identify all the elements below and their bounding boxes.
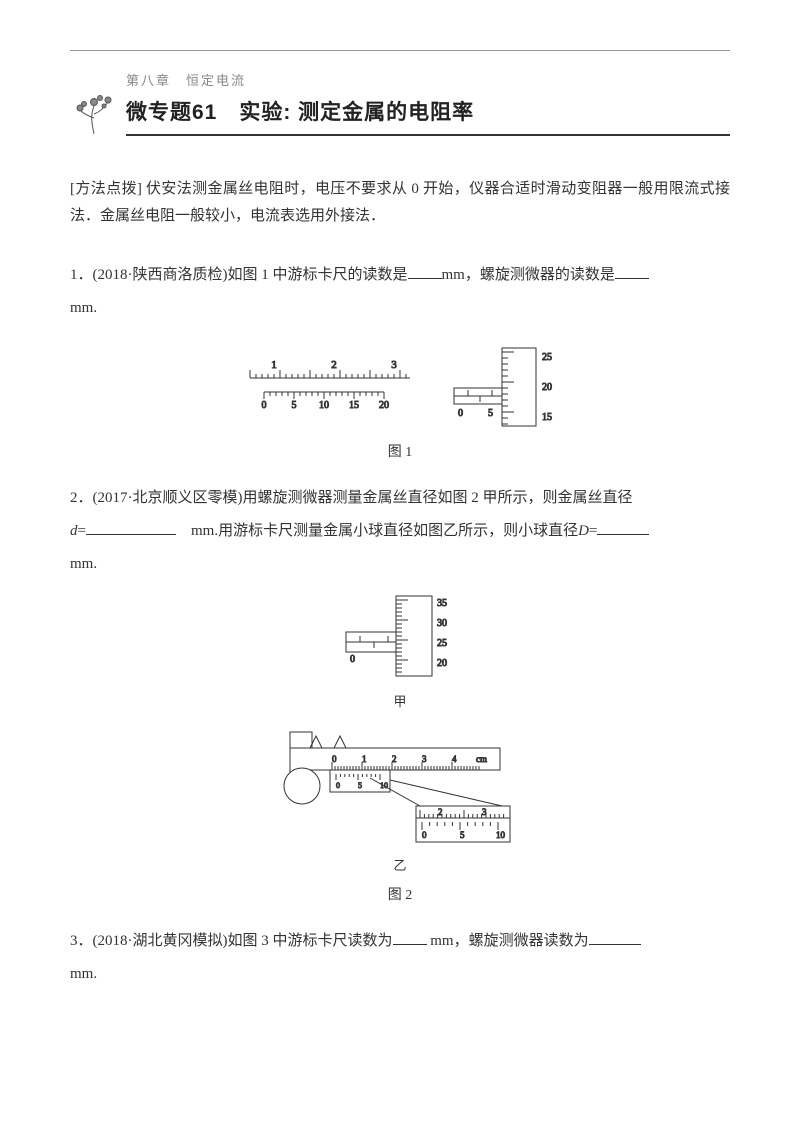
top-rule (70, 50, 730, 51)
q3-unit2: mm. (70, 966, 97, 982)
blank (393, 930, 427, 945)
svg-text:3: 3 (422, 754, 427, 764)
blank (589, 930, 641, 945)
chapter-label: 第八章 恒定电流 (126, 69, 730, 92)
q1-prefix: 1．(2018·陕西商洛质检)如图 1 中游标卡尺的读数是 (70, 267, 408, 283)
var-d: d (70, 523, 78, 539)
figure-2-caption: 图 2 (70, 883, 730, 908)
svg-text:cm: cm (476, 754, 487, 764)
question-2: 2．(2017·北京顺义区零模)用螺旋测微器测量金属丝直径如图 2 甲所示，则金… (70, 485, 730, 512)
svg-text:15: 15 (542, 412, 552, 423)
caliper-icon: 0 1 2 3 4 cm 0 5 10 2 (270, 718, 530, 848)
micrometer-2-icon: 0 35 30 25 20 (340, 590, 460, 684)
svg-text:5: 5 (358, 781, 362, 790)
question-3b: mm. (70, 961, 730, 988)
svg-text:4: 4 (452, 754, 457, 764)
question-3: 3．(2018·湖北黄冈模拟)如图 3 中游标卡尺读数为 mm，螺旋测微器读数为 (70, 928, 730, 955)
svg-text:5: 5 (488, 408, 493, 419)
svg-text:2: 2 (438, 807, 443, 817)
svg-text:20: 20 (379, 400, 389, 411)
svg-text:0: 0 (458, 408, 463, 419)
header-text: 第八章 恒定电流 微专题61 实验: 测定金属的电阻率 (126, 69, 730, 136)
svg-text:3: 3 (482, 807, 487, 817)
svg-text:35: 35 (437, 598, 447, 609)
svg-text:0: 0 (422, 830, 427, 840)
svg-text:25: 25 (542, 352, 552, 363)
question-1: 1．(2018·陕西商洛质检)如图 1 中游标卡尺的读数是 mm，螺旋测微器的读数… (70, 262, 730, 289)
q2-eq2: = (589, 523, 597, 539)
figure-2-top: 0 35 30 25 20 甲 0 1 2 3 (70, 590, 730, 877)
question-2b: d= mm.用游标卡尺测量金属小球直径如图乙所示，则小球直径D= (70, 518, 730, 545)
svg-text:25: 25 (437, 638, 447, 649)
svg-text:2: 2 (331, 359, 337, 371)
header-block: 第八章 恒定电流 微专题61 实验: 测定金属的电阻率 (70, 69, 730, 136)
svg-text:5: 5 (292, 400, 297, 411)
svg-text:0: 0 (262, 400, 267, 411)
flower-icon (70, 88, 118, 136)
svg-text:1: 1 (271, 359, 277, 371)
vernier-scale-icon: 1 2 3 0 5 10 15 20 (240, 356, 420, 418)
question-1b: mm. (70, 295, 730, 322)
q2-unit-a: mm.用游标卡尺测量金属小球直径如图乙所示，则小球直径 (191, 523, 578, 539)
svg-text:5: 5 (460, 830, 465, 840)
q2-eq1: = (78, 523, 86, 539)
q2-text-a: 2．(2017·北京顺义区零模)用螺旋测微器测量金属丝直径如图 2 甲所示，则金… (70, 490, 633, 506)
svg-text:0: 0 (332, 754, 337, 764)
micrometer-icon: 0 5 25 20 15 (450, 342, 560, 432)
blank (86, 520, 176, 535)
var-D: D (578, 523, 589, 539)
fig2-sub-b: 乙 (393, 854, 406, 877)
blank (615, 264, 649, 279)
q3-prefix: 3．(2018·湖北黄冈模拟)如图 3 中游标卡尺读数为 (70, 933, 393, 949)
svg-text:10: 10 (319, 400, 329, 411)
svg-text:10: 10 (496, 830, 506, 840)
blank (408, 264, 442, 279)
svg-text:30: 30 (437, 618, 447, 629)
q1-unit2: mm. (70, 300, 97, 316)
svg-text:1: 1 (362, 754, 367, 764)
svg-text:20: 20 (437, 658, 447, 669)
method-text: 伏安法测金属丝电阻时，电压不要求从 0 开始，仪器合适时滑动变阻器一般用限流式接… (70, 181, 730, 224)
figure-1-caption: 图 1 (70, 440, 730, 465)
question-2c: mm. (70, 551, 730, 578)
fig2-sub-a: 甲 (393, 690, 406, 713)
svg-text:0: 0 (350, 654, 355, 665)
figure-1: 1 2 3 0 5 10 15 20 0 5 25 20 15 (70, 342, 730, 432)
blank (597, 520, 649, 535)
method-block: [方法点拨] 伏安法测金属丝电阻时，电压不要求从 0 开始，仪器合适时滑动变阻器… (70, 176, 730, 230)
method-label: [方法点拨] (70, 181, 142, 197)
svg-text:2: 2 (392, 754, 397, 764)
svg-text:20: 20 (542, 382, 552, 393)
q3-unit1: mm，螺旋测微器读数为 (427, 933, 589, 949)
svg-text:15: 15 (349, 400, 359, 411)
svg-text:3: 3 (391, 359, 397, 371)
topic-title: 微专题61 实验: 测定金属的电阻率 (126, 94, 730, 132)
q1-unit1: mm，螺旋测微器的读数是 (442, 267, 615, 283)
q2-unit-b: mm. (70, 556, 97, 572)
svg-text:0: 0 (336, 781, 340, 790)
